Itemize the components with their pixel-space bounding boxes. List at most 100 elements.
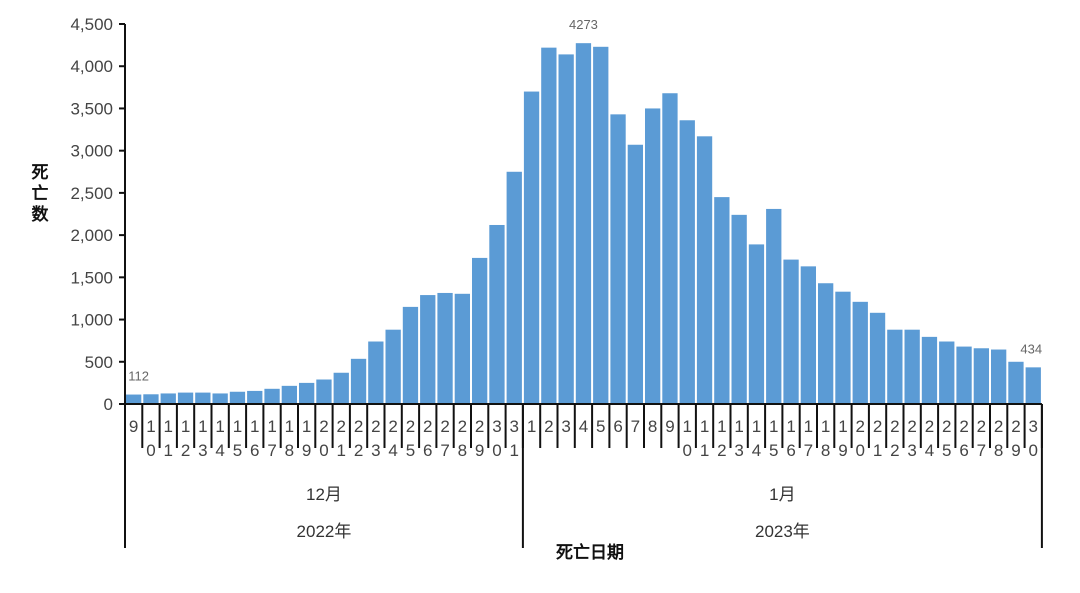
bar <box>350 358 367 404</box>
bar <box>887 329 903 404</box>
x-tick-label: 2 <box>907 417 916 436</box>
value-labels: 112 4273 434 <box>128 17 1042 383</box>
svg-text:0: 0 <box>856 441 865 460</box>
x-tick-label: 1 <box>181 417 190 436</box>
svg-text:2: 2 <box>890 441 899 460</box>
x-tick-label: 7 <box>631 417 640 436</box>
bar <box>973 348 989 404</box>
svg-text:6: 6 <box>959 441 968 460</box>
x-tick-label: 2 <box>354 417 363 436</box>
svg-text:0: 0 <box>683 441 692 460</box>
month-label: 1月 <box>769 485 795 504</box>
x-tick-label: 1 <box>198 417 207 436</box>
bar <box>696 136 713 405</box>
svg-text:6: 6 <box>250 441 259 460</box>
y-axis-title: 死亡数 <box>32 163 50 225</box>
bar <box>299 382 315 404</box>
bar <box>818 283 834 404</box>
bar <box>593 46 609 405</box>
bar <box>714 197 730 404</box>
svg-text:8: 8 <box>821 441 830 460</box>
svg-text:0: 0 <box>1029 441 1038 460</box>
y-tick-label: 2,000 <box>70 226 113 245</box>
svg-text:9: 9 <box>475 441 484 460</box>
x-tick-label: 1 <box>146 417 155 436</box>
bar <box>437 292 453 404</box>
x-tick-label: 1 <box>717 417 726 436</box>
year-label: 2023年 <box>755 522 810 541</box>
svg-text:1: 1 <box>337 441 346 460</box>
x-tick-label: 9 <box>665 417 674 436</box>
year-label: 2022年 <box>297 522 352 541</box>
bar <box>991 349 1007 404</box>
x-tick-label: 3 <box>510 417 519 436</box>
y-axis: 0 500 1,000 1,500 2,000 2,500 3,000 3,500 4,000 4… <box>70 15 126 548</box>
svg-text:6: 6 <box>423 441 432 460</box>
x-tick-label: 2 <box>458 417 467 436</box>
bar <box>610 114 626 404</box>
svg-text:0: 0 <box>319 441 328 460</box>
bar <box>800 266 816 404</box>
bar <box>523 91 540 405</box>
y-tick-label: 4,000 <box>70 57 113 76</box>
bar <box>627 144 643 404</box>
x-tick-label: 2 <box>423 417 432 436</box>
svg-text:2: 2 <box>181 441 190 460</box>
x-tick-label: 1 <box>804 417 813 436</box>
svg-text:4: 4 <box>388 441 397 460</box>
x-tick-label: 2 <box>406 417 415 436</box>
bar <box>904 329 920 404</box>
svg-text:3: 3 <box>371 441 380 460</box>
x-tick-label: 2 <box>977 417 986 436</box>
bar <box>126 394 142 404</box>
y-tick-label: 3,500 <box>70 99 113 118</box>
x-tick-label: 3 <box>561 417 570 436</box>
x-tick-label: 6 <box>613 417 622 436</box>
bar <box>1025 367 1041 404</box>
svg-text:1: 1 <box>164 441 173 460</box>
value-label: 434 <box>1020 341 1042 356</box>
x-tick-label: 1 <box>164 417 173 436</box>
x-tick-label: 1 <box>734 417 743 436</box>
x-tick-label: 1 <box>700 417 709 436</box>
bar <box>212 393 228 404</box>
x-tick-label: 1 <box>215 417 224 436</box>
svg-text:5: 5 <box>233 441 242 460</box>
bar <box>160 393 176 404</box>
x-tick-label: 1 <box>683 417 692 436</box>
x-tick-label: 1 <box>302 417 311 436</box>
x-tick-label: 1 <box>285 417 294 436</box>
bar <box>852 301 868 404</box>
svg-text:7: 7 <box>977 441 986 460</box>
x-tick-label: 1 <box>769 417 778 436</box>
x-tick-label: 8 <box>648 417 657 436</box>
svg-text:2: 2 <box>717 441 726 460</box>
y-tick-label: 2,500 <box>70 184 113 203</box>
month-label: 12月 <box>306 485 342 504</box>
svg-text:7: 7 <box>267 441 276 460</box>
svg-text:9: 9 <box>302 441 311 460</box>
bars <box>126 43 1041 405</box>
x-tick-label: 2 <box>1011 417 1020 436</box>
bar <box>472 257 488 404</box>
svg-text:7: 7 <box>440 441 449 460</box>
bar <box>316 379 332 404</box>
svg-text:9: 9 <box>1011 441 1020 460</box>
x-tick-label: 2 <box>873 417 882 436</box>
x-tick-label: 1 <box>838 417 847 436</box>
bar <box>835 291 851 404</box>
svg-text:7: 7 <box>804 441 813 460</box>
x-axis-title: 死亡日期 <box>556 542 624 563</box>
bar <box>420 295 436 404</box>
svg-text:0: 0 <box>146 441 155 460</box>
bar <box>368 341 384 404</box>
bar <box>541 47 557 405</box>
x-tick-label: 1 <box>527 417 536 436</box>
svg-text:8: 8 <box>994 441 1003 460</box>
x-tick-label: 2 <box>319 417 328 436</box>
svg-text:9: 9 <box>838 441 847 460</box>
x-tick-label: 2 <box>942 417 951 436</box>
x-tick-label: 1 <box>250 417 259 436</box>
y-tick-label: 1,000 <box>70 311 113 330</box>
bar <box>679 120 695 405</box>
